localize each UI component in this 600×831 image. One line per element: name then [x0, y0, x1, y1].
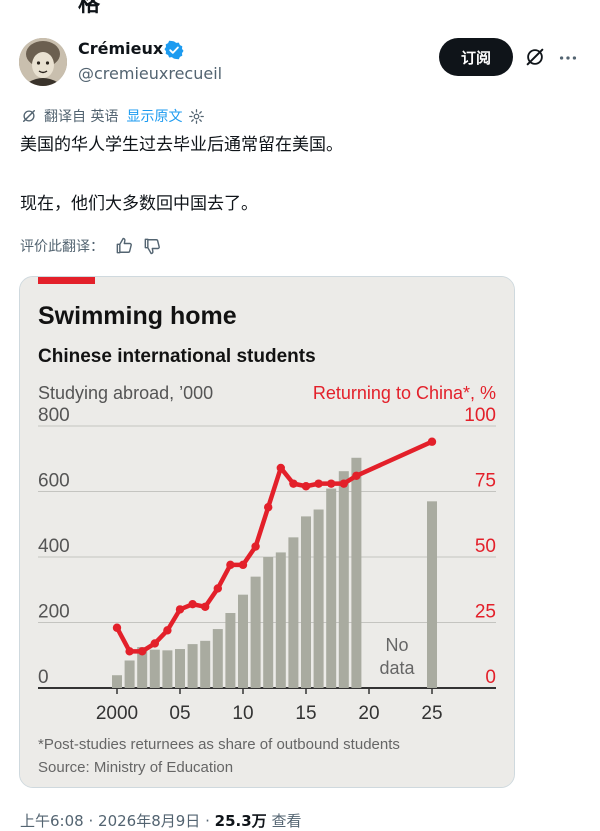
chart-footnote: *Post-studies returnees as share of outb…	[38, 736, 400, 753]
right-tick-label: 50	[475, 536, 496, 557]
bar	[212, 629, 223, 688]
post-time[interactable]: 上午6:08	[20, 812, 84, 830]
bar	[288, 537, 299, 688]
line-point	[251, 542, 260, 551]
bar	[187, 644, 198, 688]
rate-translation-label: 评价此翻译：	[20, 239, 104, 255]
x-tick-label: 05	[169, 703, 190, 724]
x-tick-label: 10	[232, 703, 253, 724]
line-point	[175, 605, 185, 614]
views-count: 25.3万	[214, 812, 267, 830]
line-point	[201, 602, 210, 611]
left-tick-label: 800	[38, 405, 70, 426]
line-point	[138, 647, 147, 656]
chart: Swimming home Chinese international stud…	[20, 277, 514, 787]
right-tick-label: 100	[464, 405, 496, 426]
line-point	[112, 623, 122, 632]
bar	[124, 660, 135, 688]
bar	[313, 509, 324, 688]
bar	[301, 516, 311, 688]
right-tick-label: 75	[475, 471, 496, 492]
thumbs-up-icon[interactable]	[114, 236, 134, 256]
line-point	[125, 647, 134, 656]
views-label: 查看	[271, 812, 302, 830]
chart-title: Swimming home	[38, 302, 237, 330]
line-point	[276, 463, 285, 473]
bar	[200, 640, 211, 688]
line-point	[339, 479, 348, 488]
avatar[interactable]	[19, 38, 67, 86]
left-tick-label: 0	[38, 667, 49, 688]
bar	[338, 471, 349, 688]
post-date[interactable]: 2026年8月9日	[98, 812, 201, 830]
line-point	[238, 560, 248, 570]
translation-label: 翻译自 英语	[44, 109, 119, 125]
line-point	[150, 639, 159, 648]
bar	[112, 675, 122, 688]
bar	[238, 594, 248, 688]
bar	[427, 501, 437, 688]
x-tick-label: 20	[358, 703, 379, 724]
subscribe-button[interactable]: 订阅	[439, 38, 513, 76]
x-tick-label: 15	[295, 703, 316, 724]
bar	[149, 649, 160, 688]
left-tick-label: 200	[38, 602, 70, 623]
translate-icon	[23, 110, 35, 122]
more-options-icon[interactable]	[557, 47, 579, 69]
bar	[162, 650, 173, 688]
bar	[326, 488, 337, 688]
bar	[263, 557, 274, 688]
rate-translation: 评价此翻译：	[20, 236, 162, 256]
line-point	[352, 471, 361, 480]
bar	[275, 552, 286, 688]
tweet-text-line-1: 美国的华人学生过去毕业后通常留在美国。	[20, 135, 343, 155]
line-point	[163, 626, 172, 635]
line-point	[327, 479, 336, 488]
line-point	[226, 560, 235, 570]
left-tick-label: 400	[38, 536, 70, 557]
left-axis-label: Studying abroad, ’000	[38, 383, 213, 403]
chart-image-card[interactable]: Swimming home Chinese international stud…	[19, 276, 515, 788]
gear-icon[interactable]	[188, 108, 205, 125]
bar	[351, 457, 362, 688]
translation-info: 翻译自 英语 显示原文	[20, 106, 205, 126]
author-name[interactable]: Crémieux	[78, 39, 164, 58]
no-data-label-line-2: data	[379, 658, 415, 678]
previous-post-fragment: 格	[78, 0, 101, 17]
right-tick-label: 0	[485, 667, 496, 688]
post-meta: 上午6:08 · 2026年8月9日 · 25.3万 查看	[20, 812, 302, 830]
no-data-label-line-1: No	[385, 635, 408, 655]
bar	[225, 613, 236, 688]
right-axis-label: Returning to China*, %	[313, 383, 496, 403]
author-handle[interactable]: @cremieuxrecueil	[78, 64, 223, 83]
bar	[175, 649, 185, 688]
right-tick-label: 25	[475, 602, 496, 623]
line-point	[427, 437, 437, 446]
line-point	[289, 479, 298, 488]
show-original-link[interactable]: 显示原文	[126, 109, 183, 125]
verified-badge-icon	[164, 40, 184, 60]
chart-source: Source: Ministry of Education	[38, 759, 233, 776]
bar	[250, 576, 261, 688]
thumbs-down-icon[interactable]	[142, 236, 162, 256]
line-point	[314, 479, 323, 488]
left-tick-label: 600	[38, 471, 70, 492]
chart-subtitle: Chinese international students	[38, 346, 316, 367]
accent-tag	[38, 277, 95, 284]
x-tick-label: 2000	[96, 703, 138, 724]
grok-icon[interactable]	[524, 46, 546, 68]
line-point	[188, 599, 197, 609]
line-point	[264, 503, 273, 512]
x-tick-label: 25	[421, 703, 442, 724]
line-point	[213, 584, 222, 593]
tweet-text-line-2: 现在，他们大多数回中国去了。	[20, 194, 258, 214]
line-point	[301, 482, 311, 491]
bar	[137, 647, 148, 688]
